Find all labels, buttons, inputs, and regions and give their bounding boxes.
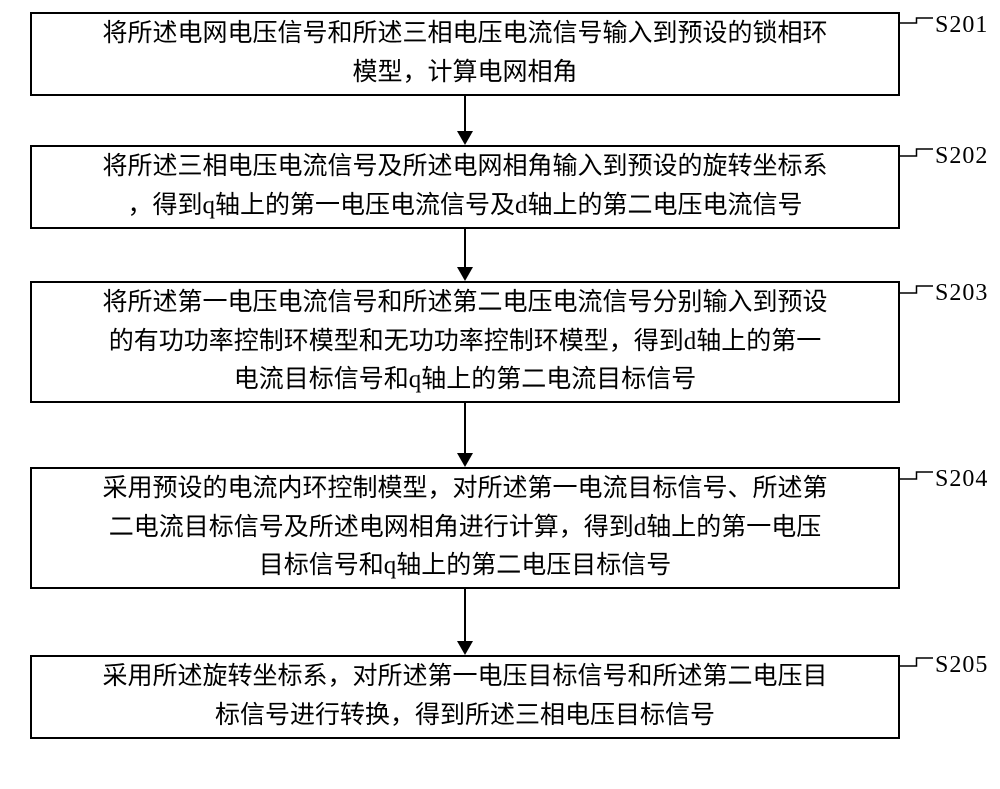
step-label-S201: S201	[935, 12, 988, 39]
step-text: 将所述三相电压电流信号及所述电网相角输入到预设的旋转坐标系 ，得到q轴上的第一电…	[102, 148, 827, 226]
step-label-S202: S202	[935, 143, 988, 170]
step-label-S203: S203	[935, 280, 988, 307]
step-box-S202: 将所述三相电压电流信号及所述电网相角输入到预设的旋转坐标系 ，得到q轴上的第一电…	[30, 145, 900, 229]
step-text: 将所述电网电压信号和所述三相电压电流信号输入到预设的锁相环 模型，计算电网相角	[102, 15, 827, 93]
step-label-S204: S204	[935, 466, 988, 493]
flowchart-canvas: 将所述电网电压信号和所述三相电压电流信号输入到预设的锁相环 模型，计算电网相角 S…	[0, 0, 1000, 789]
step-label-S205: S205	[935, 652, 988, 679]
step-text: 采用所述旋转坐标系，对所述第一电压目标信号和所述第二电压目 标信号进行转换，得到…	[102, 658, 827, 736]
step-box-S204: 采用预设的电流内环控制模型，对所述第一电流目标信号、所述第 二电流目标信号及所述…	[30, 467, 900, 589]
step-box-S203: 将所述第一电压电流信号和所述第二电压电流信号分别输入到预设 的有功功率控制环模型…	[30, 281, 900, 403]
step-text: 将所述第一电压电流信号和所述第二电压电流信号分别输入到预设 的有功功率控制环模型…	[102, 284, 827, 400]
step-box-S205: 采用所述旋转坐标系，对所述第一电压目标信号和所述第二电压目 标信号进行转换，得到…	[30, 655, 900, 739]
step-box-S201: 将所述电网电压信号和所述三相电压电流信号输入到预设的锁相环 模型，计算电网相角	[30, 12, 900, 96]
step-text: 采用预设的电流内环控制模型，对所述第一电流目标信号、所述第 二电流目标信号及所述…	[102, 470, 827, 586]
